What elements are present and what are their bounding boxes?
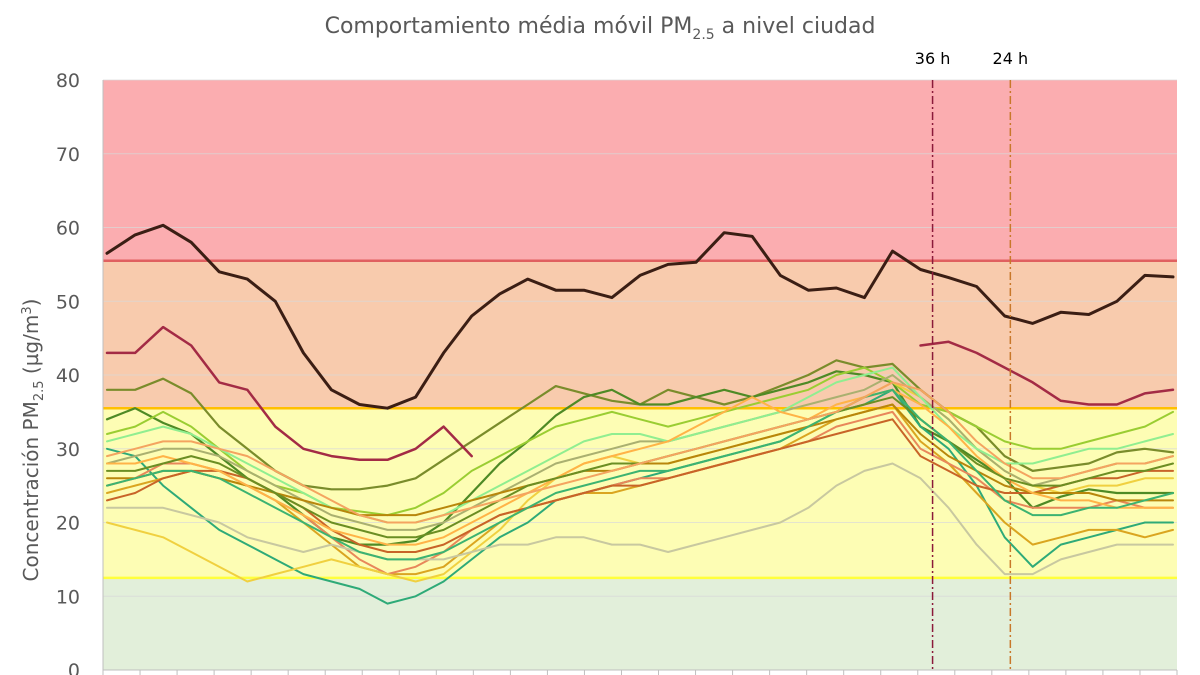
threshold-band-0: [103, 577, 1177, 670]
series-line-14: [106, 388, 1174, 546]
series-lines: [105, 223, 1175, 605]
y-axis-label-subscript: 2.5: [32, 380, 47, 401]
series-line-12: [106, 366, 1174, 524]
chart-title-main: Comportamiento média móvil PM: [325, 14, 693, 39]
series-line-10: [106, 374, 1174, 531]
series-line-0: [105, 223, 1175, 410]
y-tick-label-7: 70: [56, 144, 80, 166]
y-tick-label-6: 60: [56, 218, 80, 240]
series-line-1: [105, 325, 1175, 462]
y-tick-label-1: 10: [56, 586, 80, 608]
marker-lines: 36 h 24 h: [915, 49, 1028, 670]
y-axis-label-units-superscript: 3: [20, 306, 35, 314]
y-tick-label-3: 30: [56, 439, 80, 461]
series-line-4: [106, 366, 1174, 517]
threshold-band-3: [103, 80, 1177, 261]
threshold-lines: [103, 259, 1177, 580]
threshold-band-2: [103, 260, 1177, 409]
y-tick-label-2: 20: [56, 513, 80, 535]
y-axis-label: Concentración PM2.5 (µg/m3): [19, 299, 47, 582]
chart-title: Comportamiento média móvil PM2.5 a nivel…: [325, 14, 876, 43]
y-tick-label-4: 40: [56, 365, 80, 387]
y-tick-label-8: 80: [56, 70, 80, 92]
series-line-9: [106, 462, 1174, 576]
marker-line-label-1: 24 h: [993, 49, 1029, 68]
series-line-16: [106, 388, 1174, 561]
chart-title-suffix: a nivel ciudad: [715, 14, 876, 39]
y-axis-label-units: (µg/m: [19, 315, 43, 381]
marker-line-label-0: 36 h: [915, 49, 951, 68]
axes: [102, 80, 1178, 675]
y-tick-labels: 0 10 20 30 40 50 60 70 80: [56, 70, 80, 675]
chart-title-subscript: 2.5: [692, 27, 714, 43]
y-axis-label-units-close: ): [19, 299, 43, 307]
y-axis-label-main: Concentración PM: [19, 401, 43, 581]
y-tick-label-5: 50: [56, 291, 80, 313]
y-tick-label-0: 0: [68, 660, 80, 675]
series-line-17: [106, 381, 1174, 524]
